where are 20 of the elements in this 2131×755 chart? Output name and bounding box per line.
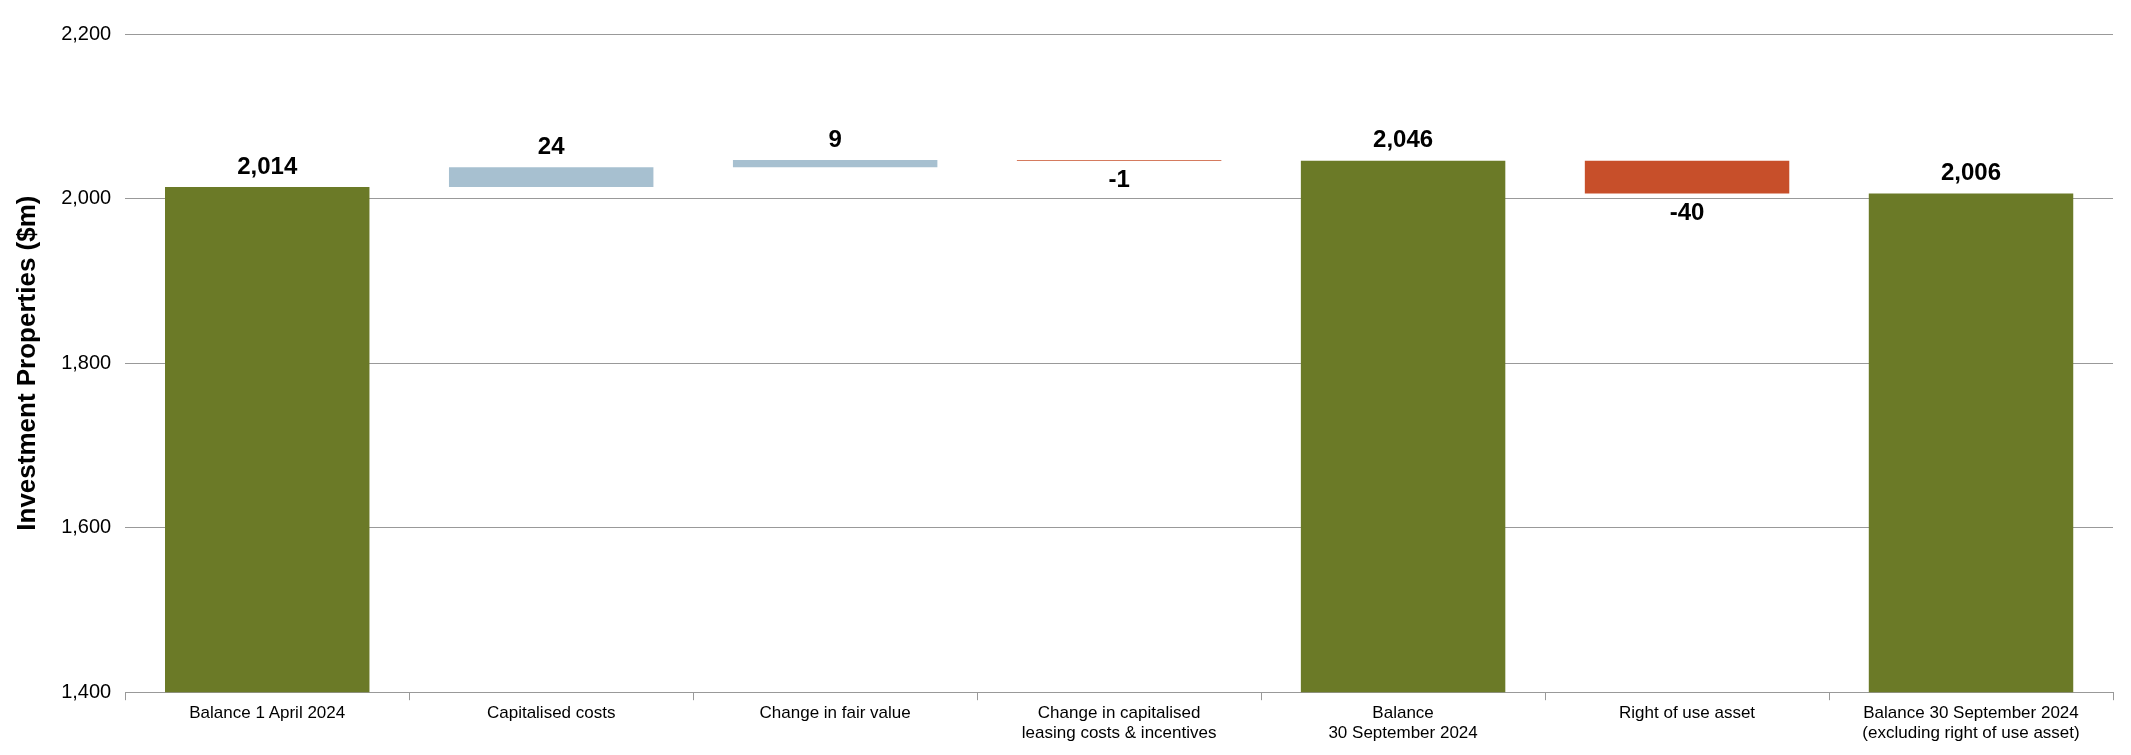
x-tick-label: Change in capitalised leasing costs & incentives (1021, 703, 1217, 743)
data-label: 2,014 (237, 151, 298, 179)
x-tick-label: Balance 30 September 2024 (excluding right of use asset) (1862, 703, 2080, 743)
x-tick-label: Balance 30 September 2024 (1328, 703, 1478, 743)
x-tick-label: Balance 1 April 2024 (189, 703, 346, 723)
y-tick-label: 2,000 (61, 186, 112, 209)
y-axis-title: Investment Properties ($m) (10, 195, 41, 531)
y-tick-label: 1,600 (61, 515, 112, 538)
data-label: 2,006 (1940, 158, 2002, 186)
data-label: 24 (537, 131, 566, 159)
data-label: -40 (1669, 198, 1705, 226)
y-tick-label: 2,200 (61, 21, 112, 44)
x-tick-label: Right of use asset (1619, 703, 1756, 723)
y-tick-label: 1,400 (61, 679, 112, 702)
x-tick-label: Capitalised costs (486, 703, 616, 723)
y-tick-label: 1,800 (61, 350, 112, 373)
x-tick-label: Change in fair value (759, 703, 911, 723)
data-label: 2,046 (1373, 125, 1434, 153)
data-label: 9 (828, 124, 842, 152)
data-label: -1 (1108, 165, 1130, 193)
